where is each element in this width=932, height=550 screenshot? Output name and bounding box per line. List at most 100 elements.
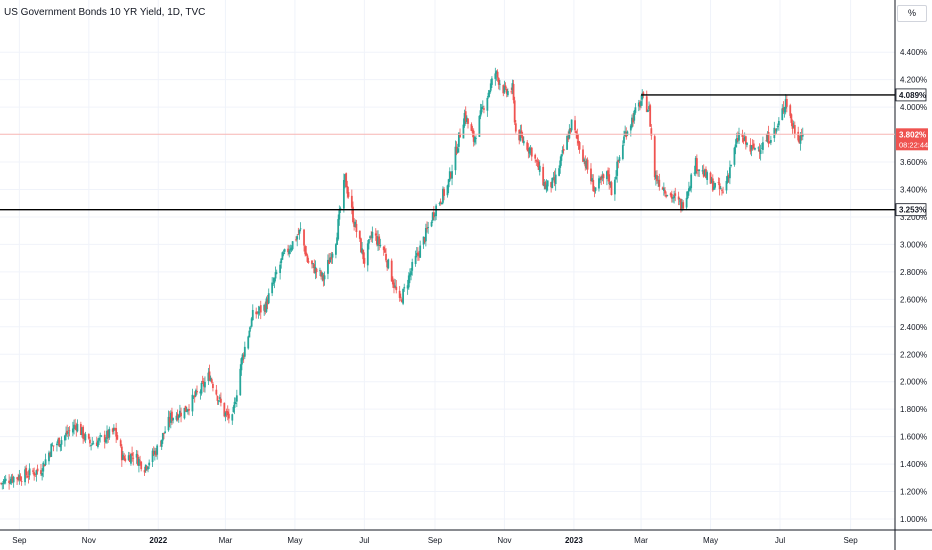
candle-body [81, 427, 83, 435]
candle-body [169, 412, 172, 423]
candle-body [521, 136, 524, 142]
candle-body [151, 450, 154, 462]
candle-body [394, 285, 397, 287]
unit-toggle-button[interactable]: % [897, 5, 927, 22]
candle-body [736, 138, 739, 141]
y-tick-label: 1.400% [900, 460, 927, 469]
candle-body [446, 185, 449, 196]
candle-body [621, 145, 624, 159]
candle-body [263, 304, 266, 311]
candle-body [200, 383, 203, 394]
candle-body [136, 454, 139, 466]
candle-body [472, 130, 475, 142]
candle-body [342, 179, 345, 209]
candle-body [443, 189, 445, 196]
candle-body [132, 457, 135, 459]
candle-body [439, 201, 442, 204]
candle-body [407, 275, 410, 288]
candle-body [347, 192, 350, 197]
candle-body [793, 125, 796, 134]
candle-body [791, 123, 794, 129]
candle-body [703, 169, 706, 176]
candle-body [100, 435, 103, 437]
candle-body [296, 236, 299, 240]
candle-body [438, 202, 441, 204]
candle-body [307, 261, 310, 263]
candle-body [313, 264, 316, 274]
candle-body [410, 271, 412, 275]
candle-body [503, 86, 506, 93]
candle-body [124, 458, 127, 461]
candle-body [95, 442, 98, 446]
candle-body [698, 169, 701, 171]
candle-body [327, 259, 329, 274]
candle-body [401, 299, 403, 303]
candle-body [331, 253, 334, 258]
x-tick-label: Sep [843, 536, 858, 545]
level-label-box [895, 88, 927, 102]
candle-body [202, 381, 205, 387]
candle-body [608, 174, 611, 185]
candle-body [512, 84, 515, 101]
candle-body [682, 202, 685, 209]
candle-body [60, 440, 63, 445]
candle-body [399, 296, 402, 298]
x-tick-label: 2022 [149, 536, 167, 545]
candle-body [12, 476, 15, 483]
candle-body [422, 236, 425, 245]
candle-body [50, 444, 53, 457]
candle-body [265, 298, 268, 312]
candle-body [139, 460, 141, 462]
candle-body [511, 83, 514, 91]
candle-body [725, 180, 728, 191]
candle-body [358, 230, 361, 239]
candle-body [431, 212, 434, 221]
candle-body [495, 71, 498, 74]
candle-body [694, 157, 697, 174]
candle-body [186, 409, 189, 412]
candle-body [599, 178, 601, 181]
candle-body [391, 279, 394, 285]
y-tick-label: 2.800% [900, 268, 927, 277]
candle-body [496, 71, 499, 78]
candle-body [526, 142, 529, 150]
candle-body [107, 430, 110, 439]
candle-body [163, 432, 165, 434]
candle-body [232, 406, 235, 413]
candle-body [387, 259, 390, 269]
candle-body [705, 169, 707, 178]
candle-body [777, 120, 780, 126]
candle-body [629, 125, 632, 131]
candle-body [315, 268, 318, 272]
candle-body [346, 186, 349, 194]
candle-body [289, 249, 292, 251]
candle-body [247, 336, 250, 349]
candle-body [717, 182, 720, 183]
candle-body [798, 138, 801, 144]
candle-body [728, 167, 731, 179]
candle-body [701, 170, 704, 172]
candle-body [74, 424, 77, 426]
candle-body [98, 437, 100, 441]
candle-body [135, 453, 138, 458]
candle-body [545, 184, 548, 191]
candle-body [640, 101, 642, 106]
candle-body [551, 177, 554, 188]
candle-body [552, 177, 555, 179]
candle-body [191, 394, 194, 412]
candle-body [212, 383, 214, 389]
candle-body [215, 389, 218, 395]
candle-body [140, 461, 143, 470]
candle-body [9, 483, 12, 484]
candle-body [49, 453, 52, 456]
candle-body [578, 142, 581, 150]
candle-body [251, 309, 254, 321]
candle-body [179, 410, 181, 417]
candle-body [462, 124, 465, 139]
candle-body [784, 99, 787, 109]
candle-body [758, 149, 761, 153]
candle-body [36, 468, 39, 472]
candle-body [208, 371, 211, 381]
candle-body [632, 118, 635, 123]
